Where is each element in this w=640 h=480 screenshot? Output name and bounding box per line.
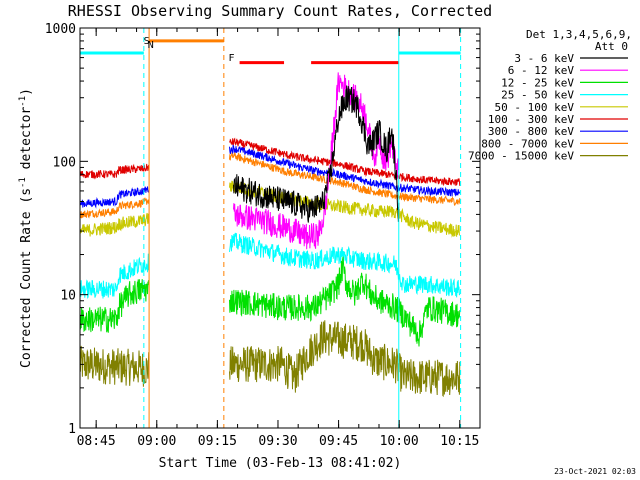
y-axis: 1 10 100 1000 xyxy=(45,22,480,437)
x-tick-label: 10:15 xyxy=(440,434,479,449)
y-axis-label-sup2: -1 xyxy=(18,96,28,107)
plot-content xyxy=(80,28,462,428)
legend-label: 25 - 50 keV xyxy=(501,89,574,102)
y-axis-label-mid: detector xyxy=(19,107,34,178)
y-axis-label-sup1: -1 xyxy=(18,177,28,188)
render-timestamp: 23-Oct-2021 02:03 xyxy=(554,467,636,476)
series-100-300-kev xyxy=(80,137,461,187)
x-axis: 08:45 09:00 09:15 09:30 09:45 10:00 10:15 xyxy=(77,28,479,449)
series-7000-15000-kev xyxy=(80,320,461,398)
y-axis-label: Corrected Count Rate (s-1 detector-1) xyxy=(18,88,34,368)
x-tick-label: 09:45 xyxy=(319,434,358,449)
legend-label: 12 - 25 keV xyxy=(501,76,574,89)
x-tick-label: 10:00 xyxy=(380,434,419,449)
y-tick-label: 100 xyxy=(53,155,76,170)
x-tick-label: 08:45 xyxy=(77,434,116,449)
y-tick-label: 10 xyxy=(60,289,76,304)
y-axis-label-end: ) xyxy=(19,88,34,96)
y-axis-label-main: Corrected Count Rate (s xyxy=(19,188,34,368)
y-tick-label: 1000 xyxy=(45,22,76,37)
legend-label: 300 - 800 keV xyxy=(488,125,574,138)
x-tick-label: 09:30 xyxy=(258,434,297,449)
annotation-s: S xyxy=(144,36,150,47)
series-6-12-kev xyxy=(233,72,400,250)
legend-header-detectors: Det 1,3,4,5,6,9, xyxy=(526,28,632,41)
legend-label: 7000 - 15000 keV xyxy=(468,150,574,163)
legend-label: 6 - 12 keV xyxy=(508,64,575,77)
y-tick-label: 1 xyxy=(68,422,76,437)
legend-header-attenuator: Att 0 xyxy=(595,40,628,53)
annotation-f: F xyxy=(228,53,234,64)
series-12-25-kev xyxy=(80,256,461,347)
legend-label: 800 - 7000 keV xyxy=(481,137,574,150)
series-300-800-kev xyxy=(80,144,461,209)
x-tick-label: 09:15 xyxy=(198,434,237,449)
series-800-7000-kev xyxy=(80,152,461,219)
series-3-6-kev xyxy=(233,85,400,223)
x-tick-label: 09:00 xyxy=(137,434,176,449)
plot-area: SN F xyxy=(80,28,462,428)
chart-title: RHESSI Observing Summary Count Rates, Co… xyxy=(68,2,492,20)
legend-label: 50 - 100 keV xyxy=(495,101,575,114)
legend-label: 100 - 300 keV xyxy=(488,113,574,126)
legend-label: 3 - 6 keV xyxy=(514,52,574,65)
x-axis-label: Start Time (03-Feb-13 08:41:02) xyxy=(159,456,402,471)
annotation-n: N xyxy=(148,40,154,51)
plot-frame xyxy=(79,27,481,429)
series-25-50-kev xyxy=(80,232,461,299)
